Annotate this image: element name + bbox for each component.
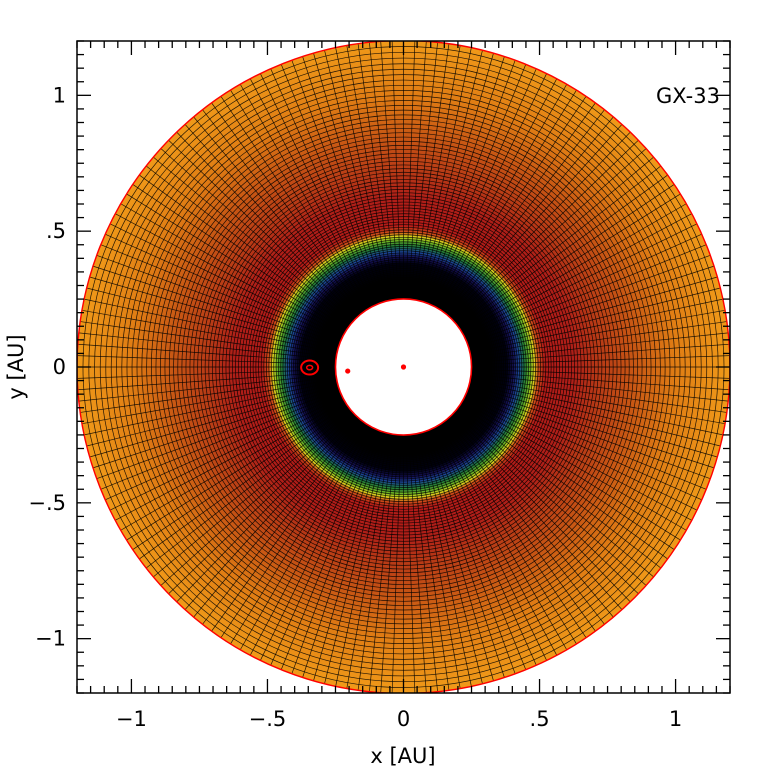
x-tick-label: 0 <box>397 707 410 731</box>
marker-dot-0 <box>400 364 407 370</box>
x-tick-label: −.5 <box>249 707 287 731</box>
mesh-spokes <box>77 41 730 693</box>
x-tick-label: 1 <box>669 707 682 731</box>
plot-area <box>77 41 730 693</box>
marker-dot-1 <box>345 368 351 374</box>
y-tick-label: −1 <box>35 627 66 651</box>
x-tick-label: .5 <box>530 707 550 731</box>
y-axis-label: y [AU] <box>4 334 28 399</box>
marker-ellipse-2 <box>300 359 320 376</box>
chart-title: GX-33 <box>656 84 720 108</box>
axis-ticks <box>76 40 731 694</box>
marker-ellipse-core-2 <box>305 364 314 371</box>
y-tick-label: 0 <box>53 355 66 379</box>
x-tick-label: −1 <box>116 707 147 731</box>
y-tick-label: 1 <box>53 83 66 107</box>
y-tick-label: .5 <box>46 219 66 243</box>
x-axis-label: x [AU] <box>370 744 435 768</box>
y-tick-label: −.5 <box>28 491 66 515</box>
